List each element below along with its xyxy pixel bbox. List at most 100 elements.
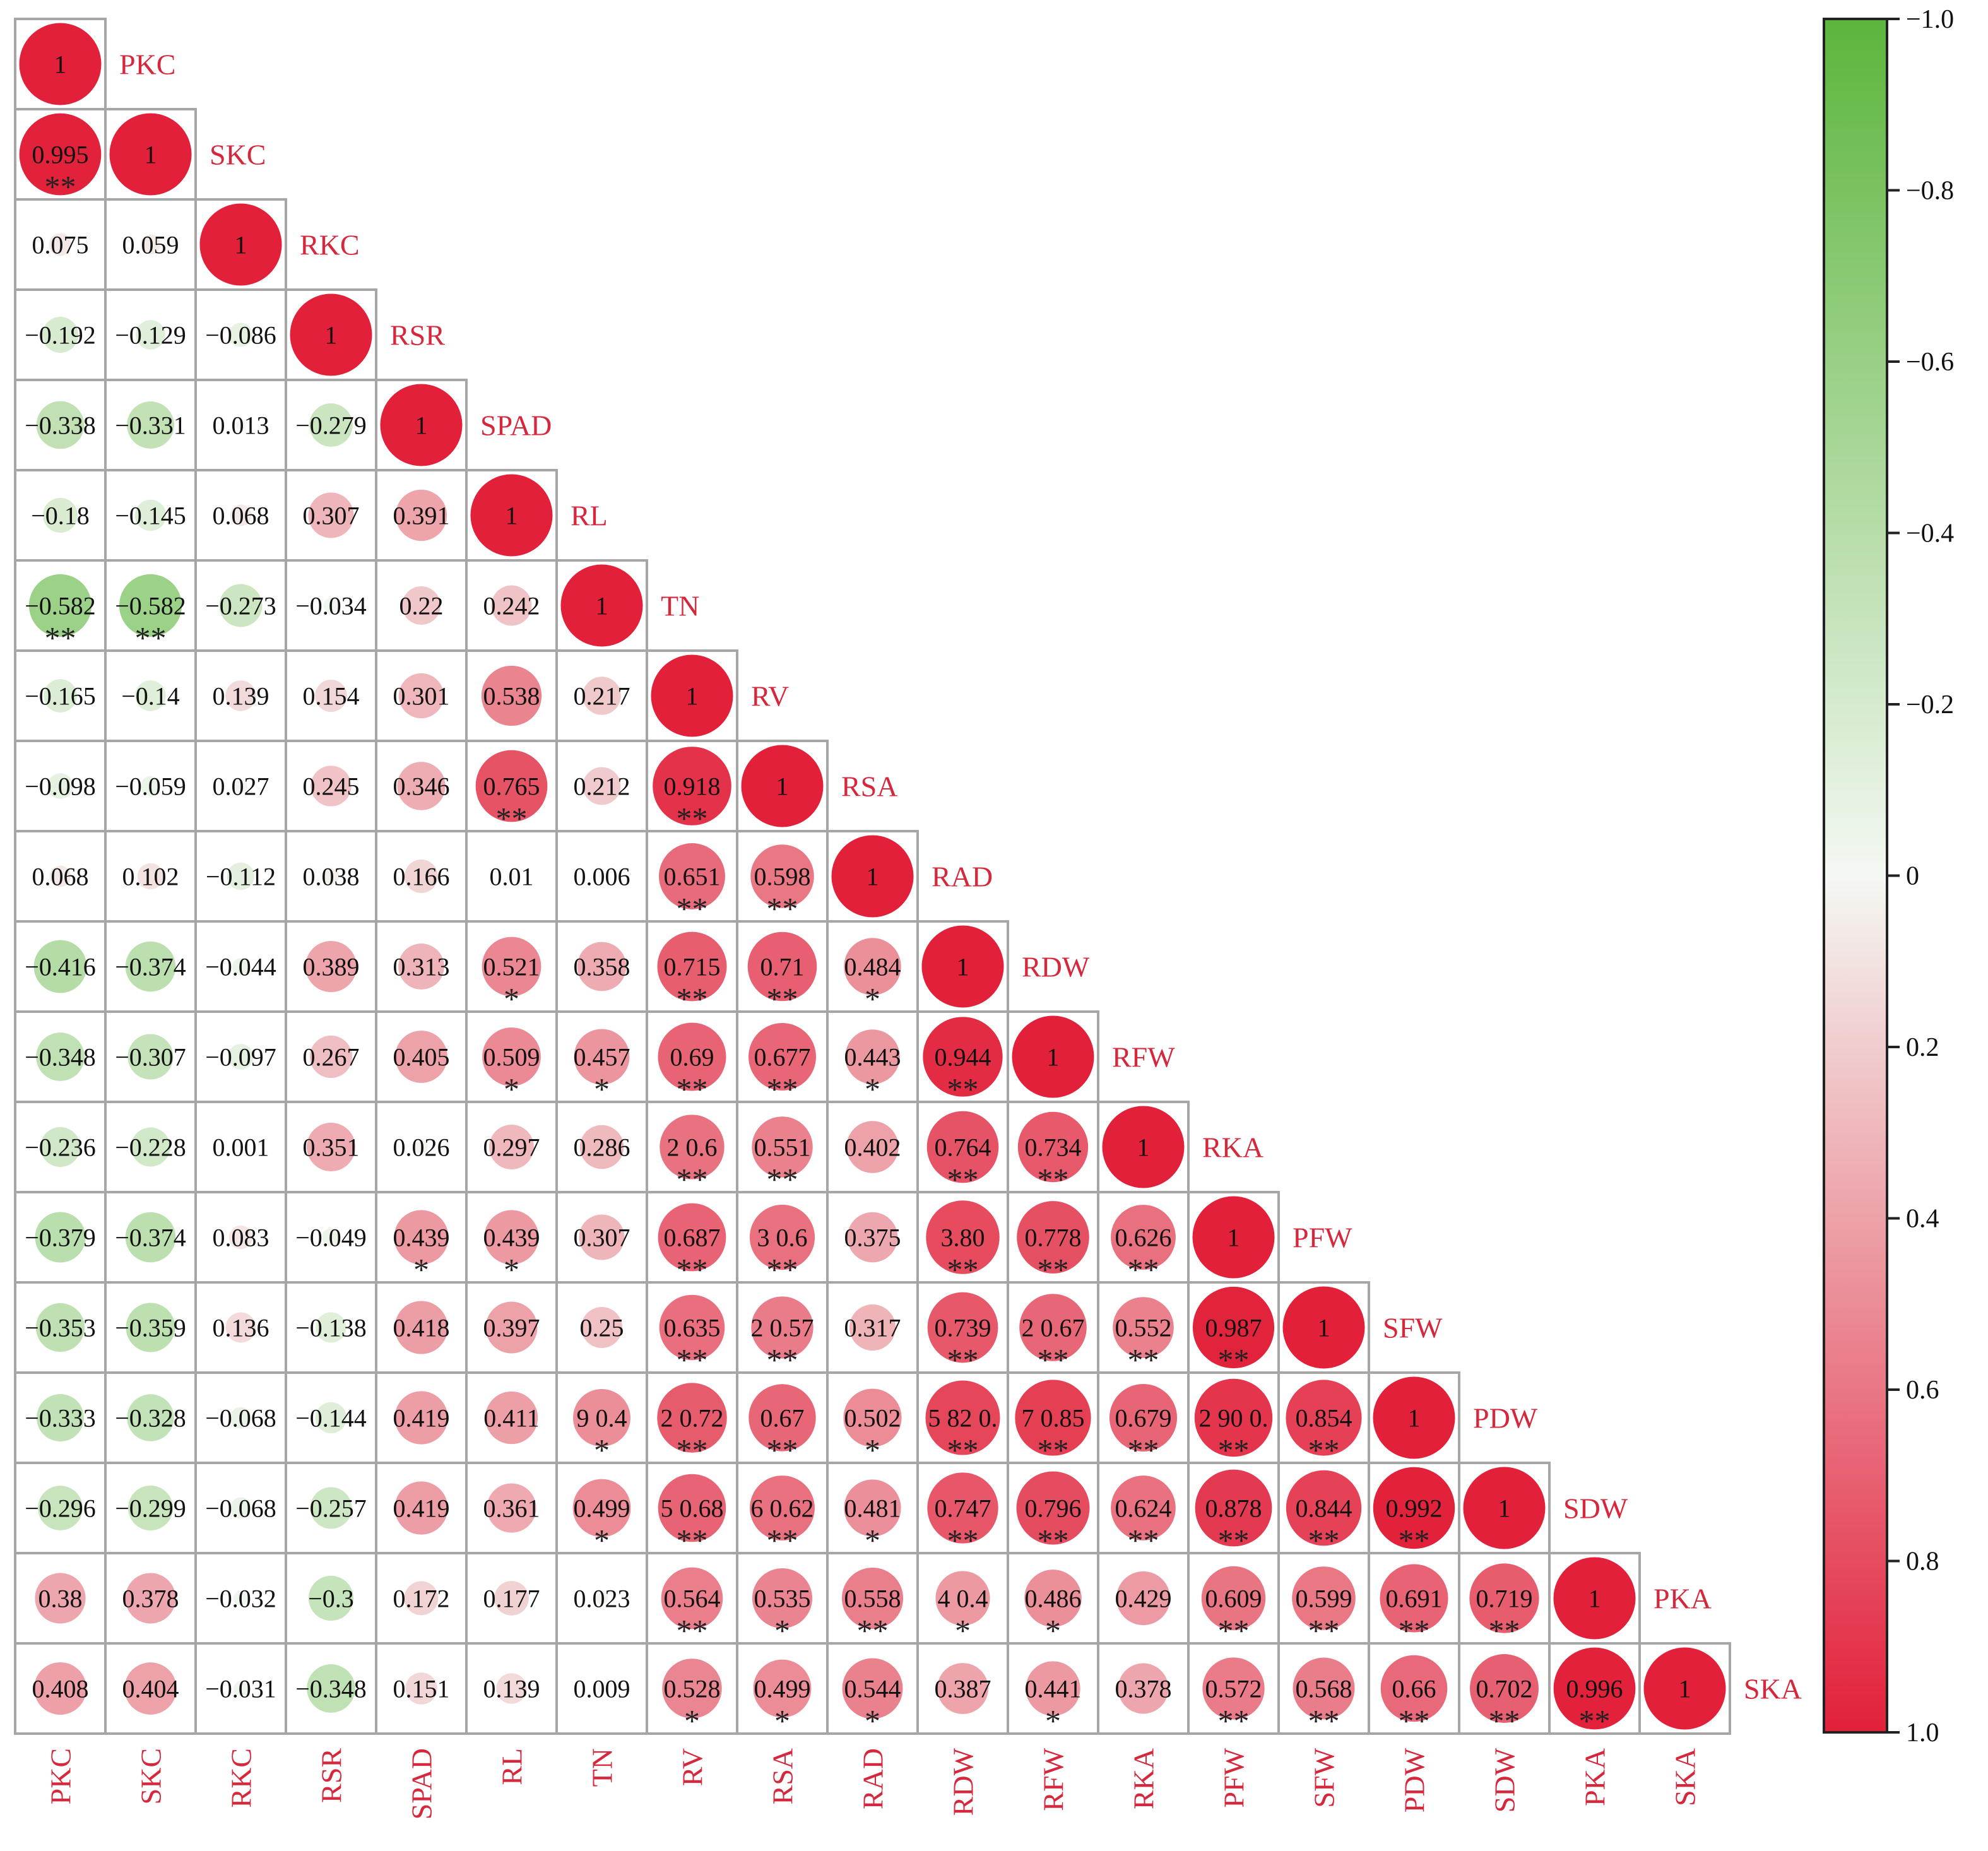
correlation-circle [395,1031,447,1083]
cell-PDW-RAD: 0.502* [826,1371,919,1468]
cell-RDW-RSR: 0.389 [285,920,377,1013]
correlation-value: −0.333 [25,1404,96,1433]
diagonal-label-RSR: RSR [390,319,445,352]
correlation-circle [125,941,176,992]
correlation-value: −0.348 [295,1675,367,1703]
correlation-circle [748,1023,816,1091]
significance-marker: ** [1308,1703,1340,1739]
correlation-circle [230,1407,252,1429]
correlation-circle [124,1662,177,1715]
correlation-value: −0.145 [115,502,186,530]
correlation-value: −0.044 [205,953,276,981]
correlation-value: 0.419 [393,1494,450,1523]
correlation-circle [1118,1663,1169,1714]
correlation-circle [487,1483,536,1533]
correlation-value: 0.397 [483,1314,540,1342]
cell-SFW-RAD: 0.317 [826,1281,919,1374]
correlation-value: 0.918 [664,772,721,801]
correlation-value: 0.635 [664,1314,721,1342]
correlation-circle [1643,1647,1726,1730]
significance-marker: * [1045,1703,1061,1739]
correlation-value: −0.098 [25,772,96,801]
x-label-RAD: RAD [857,1748,889,1809]
colorbar-tick-label: 0.8 [1906,1547,1939,1576]
correlation-value: 0.075 [32,231,89,259]
correlation-value: −0.129 [115,321,186,350]
correlation-circle [322,1228,340,1246]
cell-PKA-SKC: 0.378 [104,1552,197,1645]
correlation-circle [308,492,354,538]
cell-SFW-RDW: 0.739** [916,1281,1009,1378]
cell-RKA-RKA: 1 [1097,1101,1190,1193]
cell-RKA-PKC: −0.236 [14,1101,107,1193]
correlation-circle [236,420,246,430]
diagonal-label-RFW: RFW [1112,1041,1175,1073]
cell-TN-PKC: −0.582** [14,559,107,656]
correlation-circle [657,931,727,1002]
correlation-circle [394,1210,449,1265]
correlation-value: 0.499 [754,1675,811,1703]
cell-SPAD-RKC: 0.013 [194,379,287,471]
cell-SDW-SKC: −0.299 [104,1462,197,1554]
correlation-circle [35,1573,86,1624]
correlation-circle [845,1029,900,1084]
diagonal-label-SFW: SFW [1383,1312,1443,1344]
correlation-value: 0.351 [303,1133,360,1162]
correlation-value: 3.80 [941,1224,985,1252]
correlation-circle [127,1485,174,1531]
cell-RSA-RSR: 0.245 [285,740,377,832]
correlation-value: 0.317 [844,1314,901,1342]
cell-SKA-RSA: 0.499* [736,1642,829,1739]
correlation-circle [1024,1570,1082,1627]
cell-SDW-SDW: 1 [1458,1462,1551,1554]
correlation-value: 0.484 [844,953,901,981]
cell-SKC-SKC: 1 [104,108,197,201]
cell-SFW-PKC: −0.353 [14,1281,107,1374]
cell-RL-SPAD: 0.391 [375,469,468,562]
diagonal-label-RDW: RDW [1022,951,1090,983]
correlation-circle [750,844,814,908]
correlation-circle [1469,1563,1539,1633]
diagonal-label-PKA: PKA [1654,1583,1712,1615]
cell-RV-RKC: 0.139 [194,649,287,742]
correlation-circle [227,862,255,890]
correlation-value: 0.677 [754,1043,811,1072]
cell-RL-PKC: −0.18 [14,469,107,562]
cell-RAD-RSR: 0.038 [285,830,377,923]
correlation-value: −0.165 [25,682,96,711]
correlation-circle [36,401,85,449]
correlation-circle [127,1034,174,1080]
correlation-value: 1 [1047,1043,1060,1072]
correlation-circle [394,1391,448,1445]
correlation-value: 0.69 [670,1043,714,1072]
cell-PFW-RKA: 0.626** [1097,1191,1190,1287]
correlation-circle [595,1592,608,1605]
colorbar-tick-label: 0.2 [1906,1033,1939,1062]
correlation-circle [841,1567,904,1629]
correlation-circle [1463,1467,1546,1549]
cell-PFW-RL: 0.439* [465,1191,558,1287]
correlation-value: 0.391 [393,502,450,530]
correlation-value: 0.439 [393,1224,450,1252]
correlation-circle [199,203,282,286]
x-label-SKC: SKC [135,1748,167,1804]
cell-SDW-RFW: 0.796** [1007,1462,1099,1558]
correlation-value: 1 [325,321,338,350]
correlation-circle [926,1111,999,1183]
cell-RAD-RL: 0.01 [465,830,558,923]
correlation-circle [583,677,621,715]
diagonal-labels: PKC SKC RKC RSR SPAD RL TN RV RSA RAD RDW RFW RKA PFW… [119,49,1802,1705]
cell-PDW-RKA: 0.679** [1097,1371,1190,1468]
cell-RSR-RSR: 1 [285,288,377,381]
cell-RFW-SPAD: 0.405 [375,1010,468,1103]
correlation-value: 0.006 [574,863,630,891]
correlation-circle [581,1307,622,1348]
cell-SKA-PDW: 0.66** [1368,1642,1460,1739]
correlation-circle [402,586,441,625]
cell-RFW-RFW: 1 [1007,1010,1099,1103]
correlation-value: 0.502 [844,1404,901,1433]
diagonal-label-PFW: PFW [1293,1222,1352,1254]
correlation-circle [1282,1286,1365,1369]
correlation-circle [470,474,553,557]
cell-RDW-RV: 0.715** [646,920,738,1017]
